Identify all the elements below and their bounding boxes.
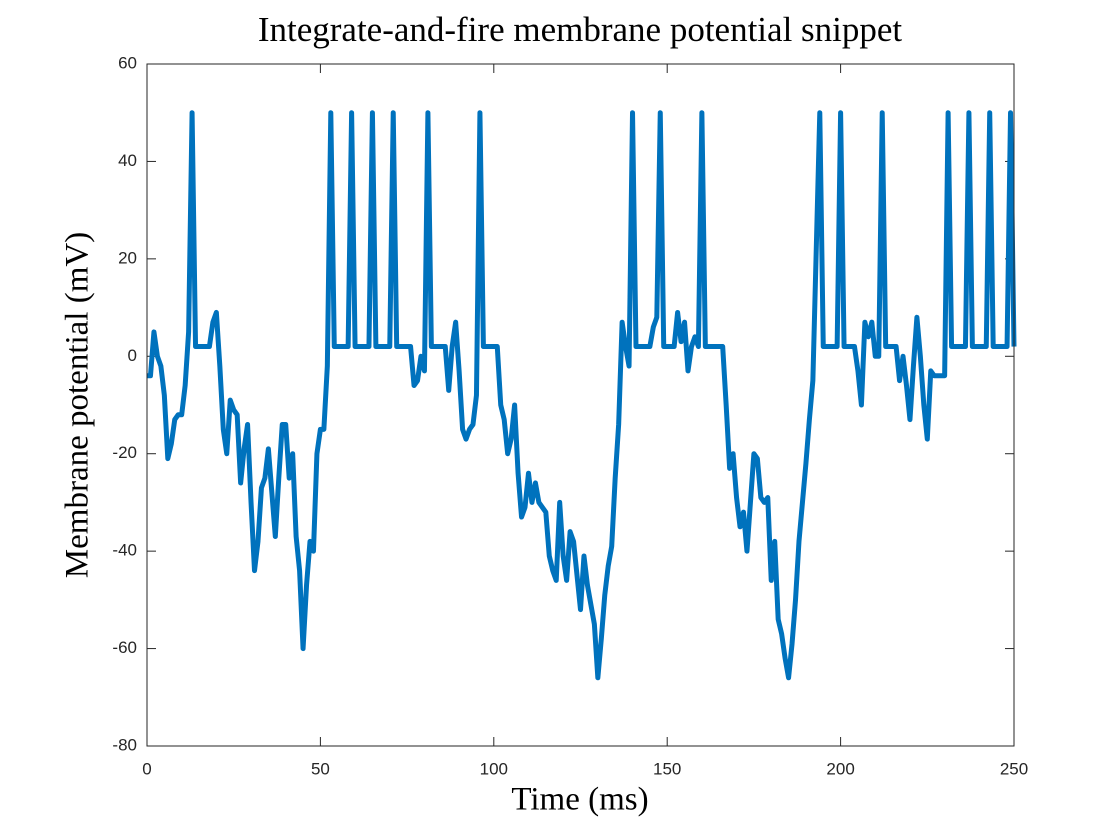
x-axis-label: Time (ms) (511, 782, 648, 818)
chart-title: Integrate-and-fire membrane potential sn… (258, 10, 903, 49)
y-tick-label: -80 (112, 735, 137, 754)
y-axis-label: Membrane potential (mV) (60, 232, 96, 578)
x-tick-label: 50 (311, 759, 330, 778)
x-tick-label: 150 (653, 759, 681, 778)
y-tick-label: 40 (118, 151, 137, 170)
axes-box (146, 63, 1015, 747)
y-tick-label: -40 (112, 541, 137, 560)
y-tick-label: 0 (128, 346, 137, 365)
x-tick-label: 200 (826, 759, 854, 778)
y-tick-label: 60 (118, 53, 137, 72)
x-tick-label: 0 (142, 759, 151, 778)
x-tick-label: 100 (480, 759, 508, 778)
x-tick-label: 250 (1000, 759, 1028, 778)
y-tick-label: -20 (112, 443, 137, 462)
y-tick-label: 20 (118, 248, 137, 267)
y-tick-label: -60 (112, 638, 137, 657)
data-line (147, 110, 1017, 681)
